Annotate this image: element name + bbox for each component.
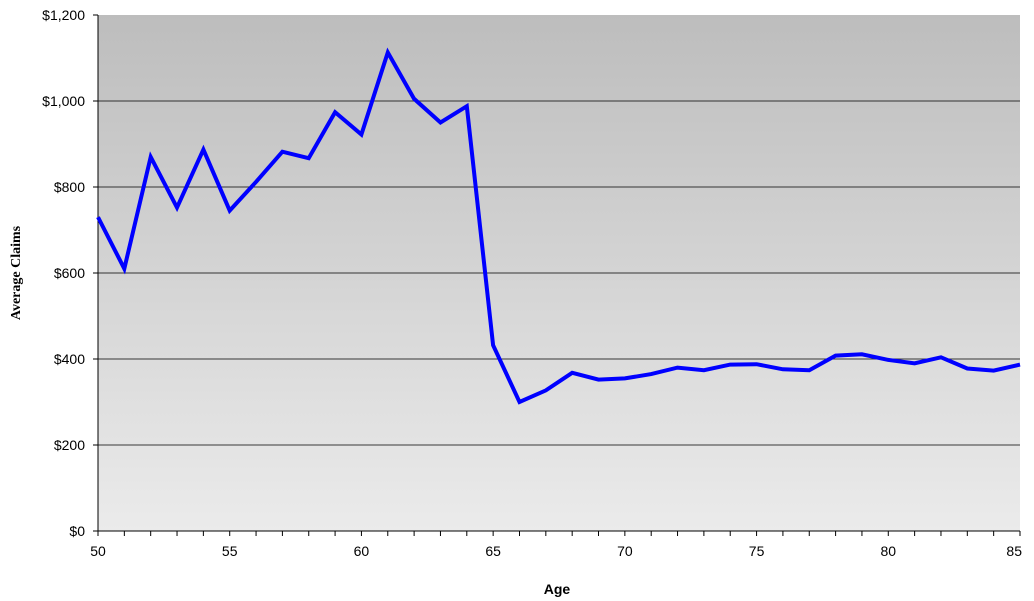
y-tick-label: $400 <box>54 351 85 367</box>
x-tick-label: 75 <box>749 543 765 559</box>
series-layer <box>96 47 1021 405</box>
y-axis-ticks: $0 $200 $400 $600 $800 $1,000 $1,200 <box>42 7 98 539</box>
x-tick-label: 80 <box>880 543 896 559</box>
x-tick-label: 60 <box>354 543 370 559</box>
x-axis-ticks: 50 55 60 65 70 75 80 85 <box>90 531 1022 559</box>
series-line <box>96 47 1021 405</box>
y-tick-label: $600 <box>54 265 85 281</box>
x-tick-label: 50 <box>90 543 106 559</box>
y-tick-label: $0 <box>69 523 85 539</box>
x-tick-label: 55 <box>222 543 238 559</box>
x-axis-title: Age <box>544 581 571 597</box>
y-tick-label: $1,200 <box>42 7 85 23</box>
x-tick-label: 65 <box>485 543 501 559</box>
y-tick-label: $800 <box>54 179 85 195</box>
x-tick-label: 70 <box>617 543 633 559</box>
y-axis-title: Average Claims <box>9 225 24 320</box>
x-tick-label: 85 <box>1006 543 1022 559</box>
y-tick-label: $200 <box>54 437 85 453</box>
y-tick-label: $1,000 <box>42 93 85 109</box>
